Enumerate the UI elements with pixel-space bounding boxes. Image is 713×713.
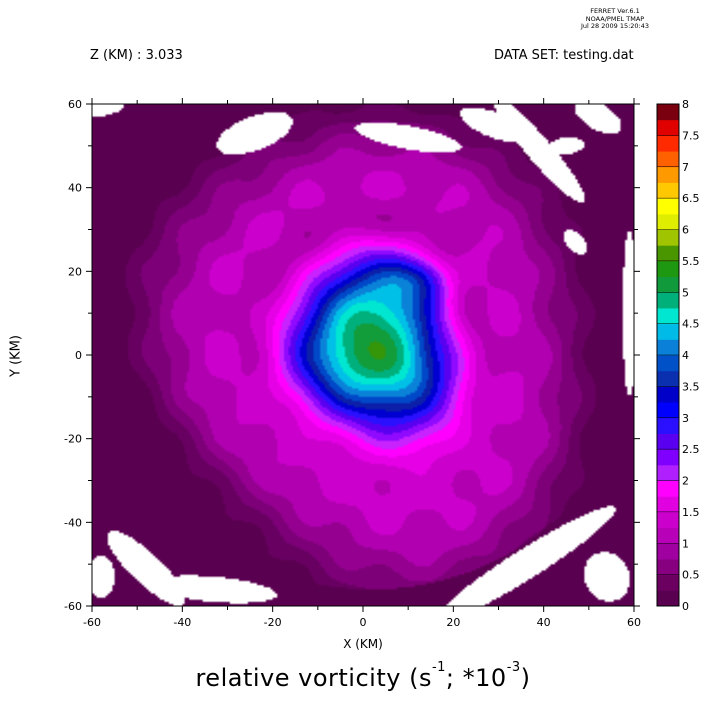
colorbar-swatch <box>657 339 679 356</box>
y-axis-label: Y (KM) <box>8 335 24 377</box>
x-tick-label: 0 <box>360 616 367 629</box>
colorbar-swatch <box>657 433 679 450</box>
x-tick-label: -60 <box>83 616 101 629</box>
y-tick-label: 60 <box>68 98 82 111</box>
colorbar-swatch <box>657 292 679 309</box>
y-tick-label: 20 <box>68 265 82 278</box>
y-tick-label: -40 <box>64 516 82 529</box>
colorbar-swatch <box>657 449 679 466</box>
z-level-label: Z (KM) : 3.033 <box>90 48 183 63</box>
colorbar-swatch <box>657 527 679 544</box>
x-tick-label: 20 <box>446 616 460 629</box>
ferret-version: FERRET Ver.6.1 <box>590 7 640 15</box>
ferret-timestamp: Jul 28 2009 15:20:43 <box>580 22 650 30</box>
y-tick-label: -20 <box>64 433 82 446</box>
colorbar-swatch <box>657 417 679 434</box>
x-tick-label: -40 <box>173 616 191 629</box>
colorbar-label: 6.5 <box>682 192 700 205</box>
ferret-org: NOAA/PMEL TMAP <box>585 14 645 23</box>
x-tick-label: 40 <box>537 616 551 629</box>
colorbar-swatch <box>657 135 679 152</box>
colorbar-label: 5 <box>682 286 689 299</box>
colorbar-label: 5.5 <box>682 255 700 268</box>
x-axis-label: X (KM) <box>343 637 383 651</box>
title-exp-2: -3 <box>506 660 521 675</box>
colorbar-swatch <box>657 151 679 168</box>
colorbar-label: 2.5 <box>682 443 700 456</box>
colorbar-swatch <box>657 511 679 529</box>
colorbar-label: 3.5 <box>682 380 700 393</box>
colorbar-swatch <box>657 229 679 246</box>
colorbar-label: 8 <box>682 98 689 111</box>
colorbar-swatch <box>657 213 679 230</box>
colorbar-swatch <box>657 355 679 372</box>
colorbar-label: 0 <box>682 600 689 613</box>
title-text: relative vorticity <box>195 664 401 692</box>
colorbar-swatch <box>657 119 679 136</box>
colorbar-label: 6 <box>682 224 689 237</box>
x-tick-label: -20 <box>264 616 282 629</box>
y-tick-label: 0 <box>75 349 82 362</box>
colorbar-swatch <box>657 245 679 262</box>
colorbar-label: 2 <box>682 475 689 488</box>
colorbar-swatch <box>657 386 679 403</box>
y-tick-label: -60 <box>64 600 82 613</box>
colorbar-label: 4 <box>682 349 689 362</box>
colorbar-swatch <box>657 590 679 607</box>
colorbar-label: 4.5 <box>682 318 700 331</box>
colorbar-swatch <box>657 198 679 215</box>
chart-title: relative vorticity (s-1; *10-3) <box>195 660 531 692</box>
colorbar-label: 7 <box>682 161 689 174</box>
vorticity-field <box>92 104 634 606</box>
colorbar-swatch <box>657 480 679 497</box>
colorbar-label: 1 <box>682 537 689 550</box>
colorbar-swatch <box>657 543 679 560</box>
y-tick-label: 40 <box>68 182 82 195</box>
title-units-open: (s <box>409 664 432 692</box>
colorbar-swatch <box>657 323 679 340</box>
colorbar-swatch <box>657 464 679 481</box>
colorbar-swatch <box>657 104 679 121</box>
colorbar-label: 0.5 <box>682 569 700 582</box>
colorbar-swatch <box>657 558 679 576</box>
colorbar-swatch <box>657 166 679 183</box>
colorbar-swatch <box>657 276 679 293</box>
colorbar: 0 0.5 1 1.5 2 2.5 3 3.5 4 4.5 5 5.5 6 6.5 7 7.5 8 <box>656 98 700 613</box>
axes: -60 -40 -20 0 20 40 60 -60 -40 -20 0 20 40 60 <box>64 98 641 629</box>
colorbar-label: 1.5 <box>682 506 700 519</box>
colorbar-label: 7.5 <box>682 129 700 142</box>
dataset-label: DATA SET: testing.dat <box>494 48 634 63</box>
colorbar-swatch <box>657 574 679 591</box>
colorbar-swatch <box>657 402 679 419</box>
title-units-mid: ; *10 <box>445 664 507 692</box>
colorbar-swatch <box>657 370 679 387</box>
colorbar-swatch <box>657 182 679 199</box>
colorbar-swatch <box>657 307 679 325</box>
colorbar-swatch <box>657 260 679 278</box>
title-exp-1: -1 <box>431 660 446 675</box>
colorbar-label: 3 <box>682 412 689 425</box>
x-tick-label: 60 <box>627 616 641 629</box>
title-units-close: ) <box>520 664 531 692</box>
colorbar-swatch <box>657 496 679 513</box>
ferret-stamp: FERRET Ver.6.1 NOAA/PMEL TMAP Jul 28 200… <box>560 7 670 31</box>
